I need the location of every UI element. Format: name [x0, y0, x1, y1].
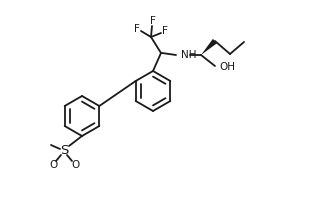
Text: OH: OH	[219, 62, 235, 72]
Text: F: F	[134, 24, 140, 34]
Text: O: O	[71, 160, 79, 170]
Text: NH: NH	[181, 50, 196, 60]
Polygon shape	[201, 39, 217, 55]
Text: F: F	[150, 16, 156, 26]
Text: S: S	[60, 144, 68, 157]
Text: O: O	[49, 160, 57, 170]
Text: F: F	[162, 26, 168, 36]
